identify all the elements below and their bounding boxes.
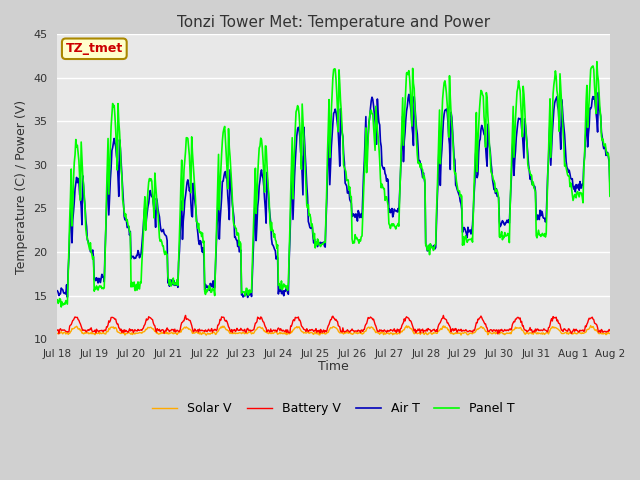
Battery V — [173, 327, 181, 333]
Battery V — [536, 327, 543, 333]
Air T — [534, 213, 542, 219]
Solar V — [202, 332, 210, 338]
Air T — [173, 279, 181, 285]
Solar V — [587, 323, 595, 328]
Battery V — [198, 327, 205, 333]
Air T — [474, 175, 481, 180]
Panel T — [593, 59, 601, 64]
Line: Air T: Air T — [58, 93, 611, 298]
Air T — [197, 239, 205, 244]
Air T — [294, 126, 301, 132]
Panel T — [603, 151, 611, 156]
Battery V — [603, 329, 611, 335]
Panel T — [174, 283, 182, 288]
Solar V — [534, 331, 542, 336]
Battery V — [607, 329, 614, 335]
Solar V — [173, 332, 181, 337]
Panel T — [474, 168, 481, 174]
Line: Panel T: Panel T — [58, 61, 611, 307]
X-axis label: Time: Time — [318, 360, 349, 373]
Solar V — [607, 330, 614, 336]
Air T — [607, 182, 614, 188]
Line: Battery V: Battery V — [58, 315, 611, 334]
Battery V — [182, 312, 189, 318]
Y-axis label: Temperature (C) / Power (V): Temperature (C) / Power (V) — [15, 99, 28, 274]
Solar V — [294, 325, 301, 331]
Air T — [244, 295, 252, 300]
Panel T — [534, 228, 542, 233]
Line: Solar V: Solar V — [58, 325, 611, 335]
Solar V — [197, 331, 205, 337]
Air T — [595, 90, 602, 96]
Title: Tonzi Tower Met: Temperature and Power: Tonzi Tower Met: Temperature and Power — [177, 15, 490, 30]
Panel T — [198, 234, 205, 240]
Solar V — [474, 326, 481, 332]
Air T — [54, 288, 61, 294]
Battery V — [474, 320, 481, 326]
Solar V — [603, 330, 611, 336]
Text: TZ_tmet: TZ_tmet — [66, 42, 123, 55]
Panel T — [58, 304, 65, 310]
Solar V — [54, 331, 61, 336]
Legend: Solar V, Battery V, Air T, Panel T: Solar V, Battery V, Air T, Panel T — [147, 397, 520, 420]
Battery V — [494, 331, 502, 337]
Battery V — [54, 327, 61, 333]
Panel T — [607, 194, 614, 200]
Panel T — [54, 297, 61, 303]
Battery V — [294, 315, 301, 321]
Panel T — [294, 103, 301, 108]
Air T — [603, 150, 611, 156]
